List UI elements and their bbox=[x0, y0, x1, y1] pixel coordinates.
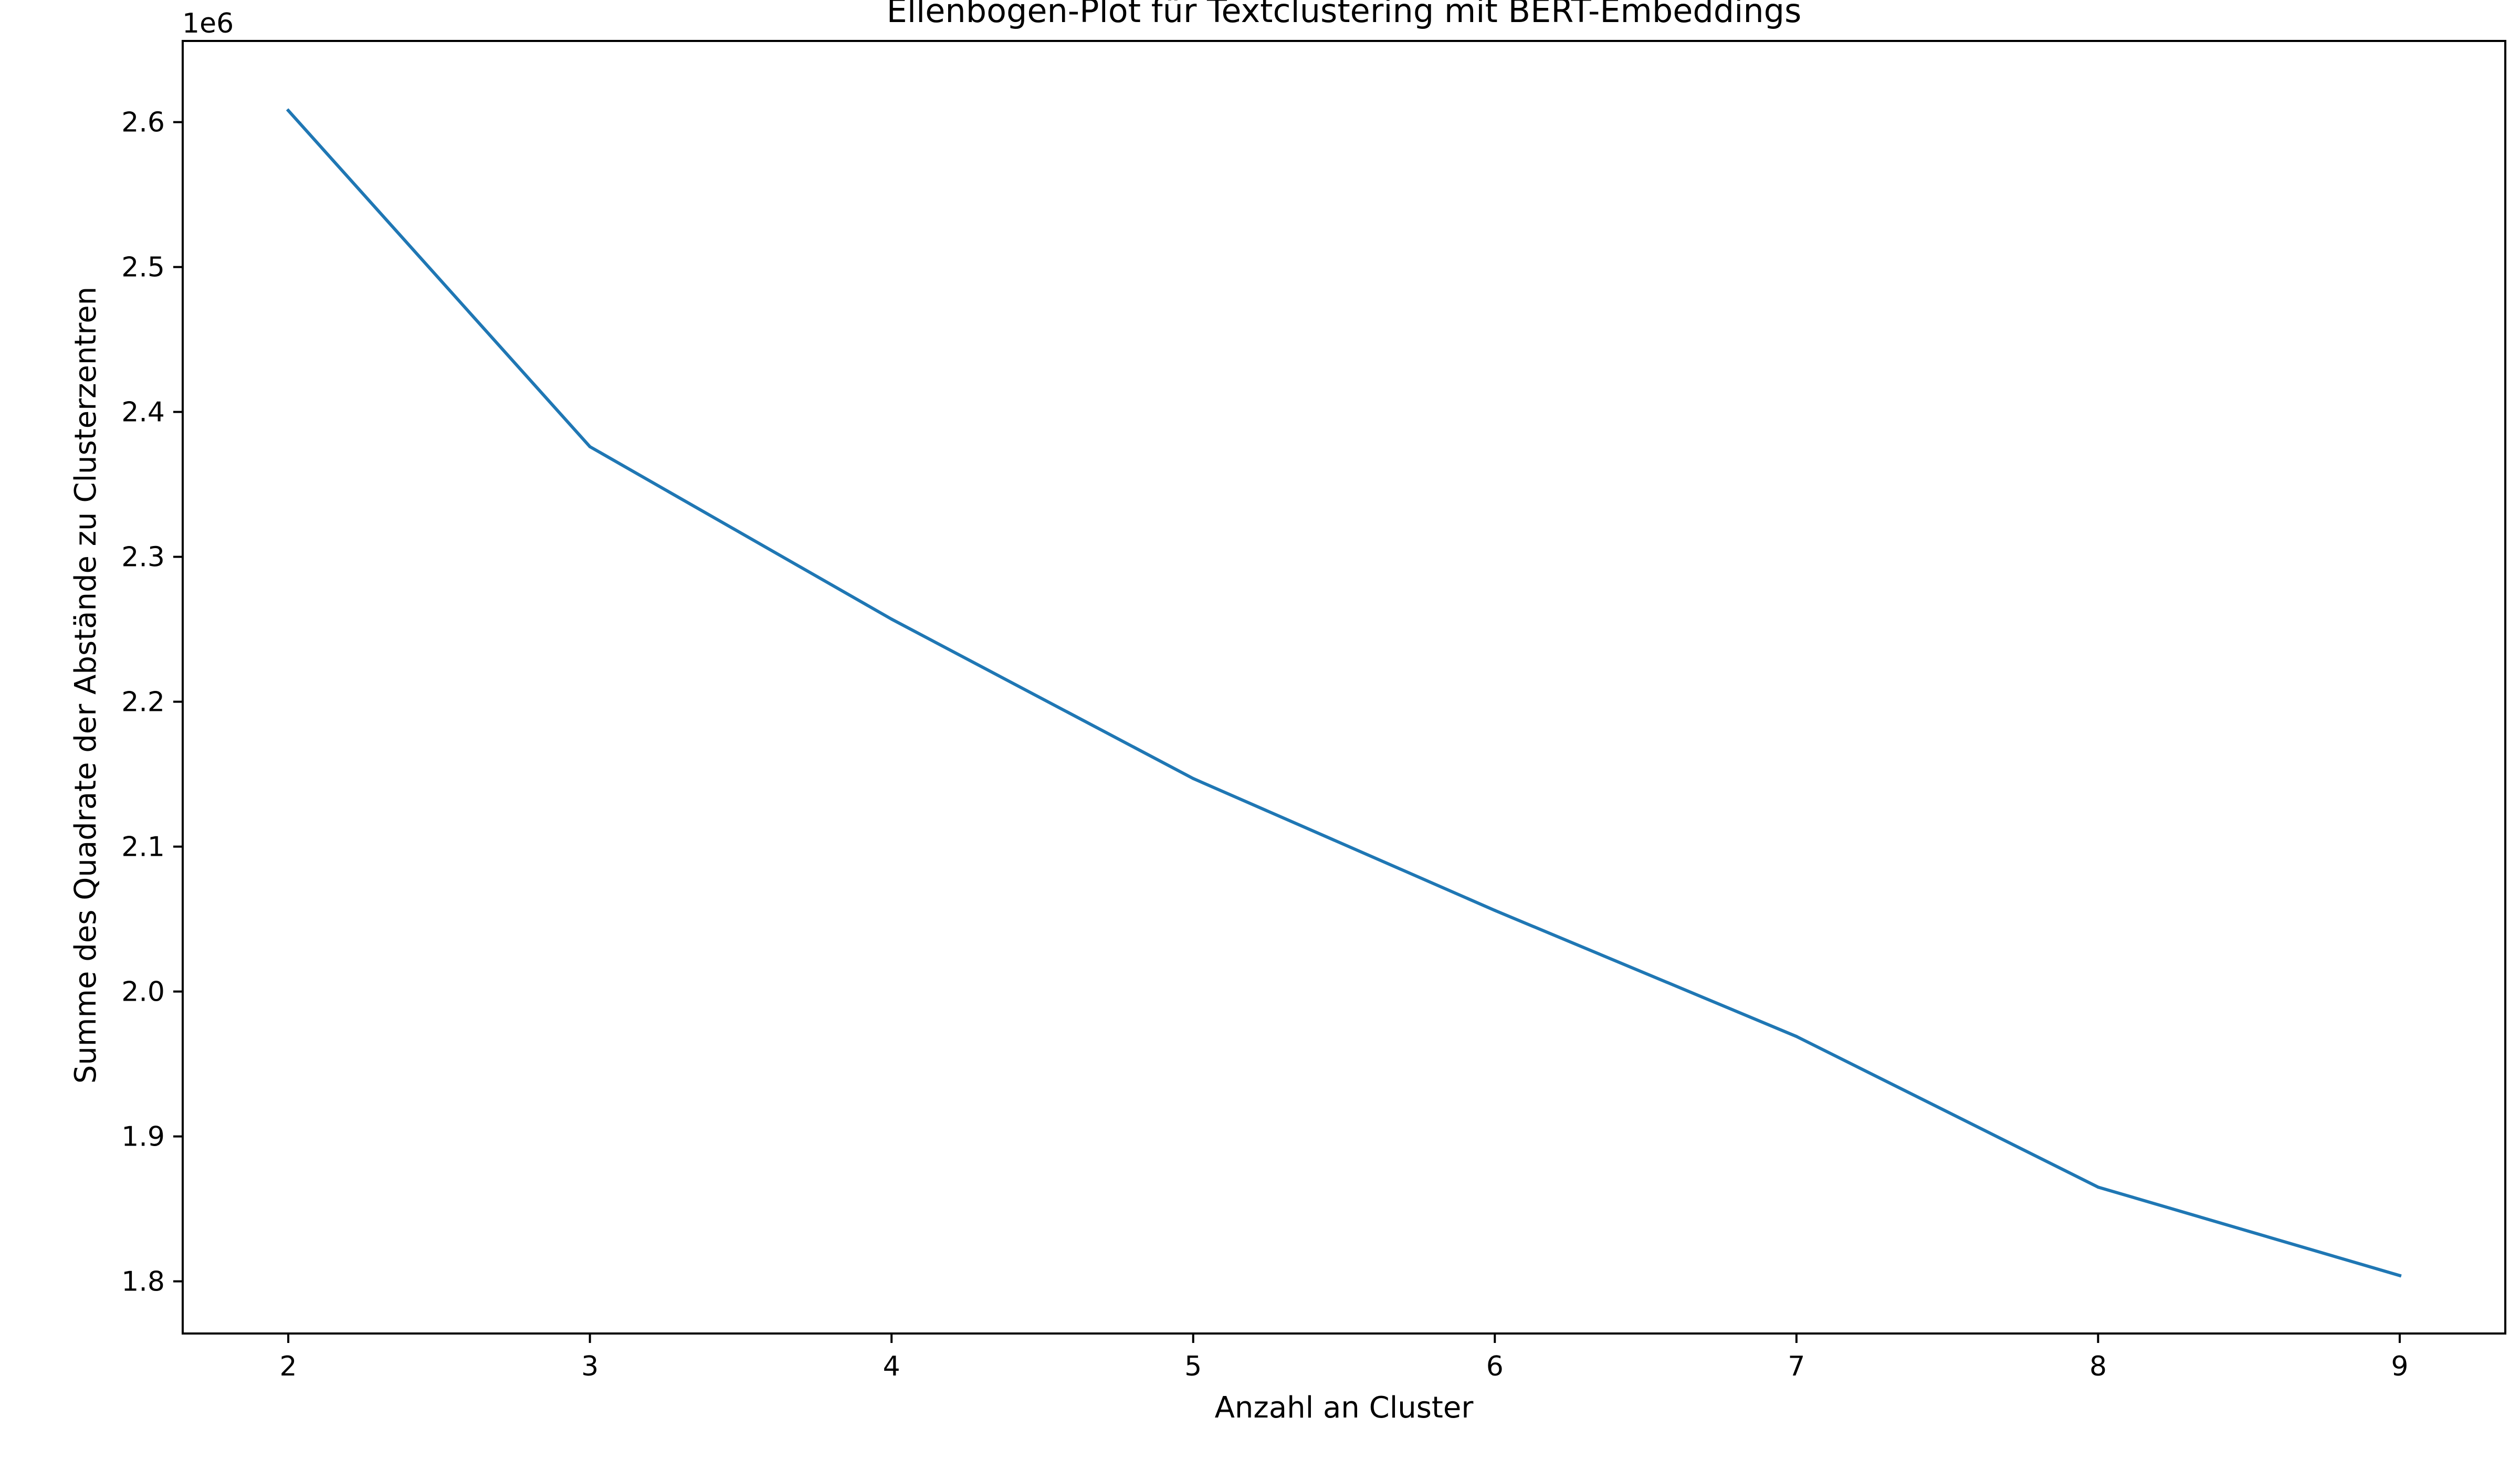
x-tick-label: 6 bbox=[1486, 1351, 1504, 1382]
chart-title: Ellenbogen-Plot für Textclustering mit B… bbox=[887, 0, 1802, 30]
data-point bbox=[1493, 909, 1497, 912]
y-tick-label: 1.8 bbox=[121, 1266, 165, 1298]
y-tick-label: 2.4 bbox=[121, 397, 165, 428]
x-tick-label: 4 bbox=[883, 1351, 900, 1382]
y-tick-label: 1.9 bbox=[121, 1121, 165, 1153]
y-tick-label: 2.2 bbox=[121, 687, 165, 718]
x-axis-label: Anzahl an Cluster bbox=[1215, 1391, 1474, 1425]
data-point bbox=[2096, 1185, 2100, 1189]
y-tick-label: 2.1 bbox=[121, 832, 165, 863]
x-tick-label: 7 bbox=[1788, 1351, 1805, 1382]
data-point bbox=[1191, 776, 1195, 780]
series-points bbox=[287, 109, 2401, 1277]
x-axis-ticks: 2 3 4 5 6 7 8 9 bbox=[280, 1334, 2408, 1382]
y-tick-label: 2.0 bbox=[121, 976, 165, 1008]
data-point bbox=[2398, 1274, 2401, 1277]
data-point bbox=[890, 617, 894, 621]
y-axis-offset-label: 1e6 bbox=[182, 8, 234, 39]
x-tick-label: 5 bbox=[1184, 1351, 1202, 1382]
x-tick-label: 9 bbox=[2391, 1351, 2408, 1382]
y-tick-label: 2.5 bbox=[121, 252, 165, 284]
plot-frame bbox=[182, 40, 2506, 1335]
x-tick-label: 3 bbox=[581, 1351, 598, 1382]
y-axis-label: Summe des Quadrate der Abstände zu Clust… bbox=[69, 287, 103, 1084]
data-point bbox=[1794, 1035, 1798, 1038]
y-axis-ticks: 1.8 1.9 2.0 2.1 2.2 2.3 2.4 2.5 2.6 bbox=[121, 107, 183, 1298]
data-point bbox=[287, 109, 290, 112]
y-tick-label: 2.3 bbox=[121, 542, 165, 573]
series-line-sse bbox=[286, 108, 2402, 1278]
x-tick-label: 2 bbox=[280, 1351, 297, 1382]
x-tick-label: 8 bbox=[2090, 1351, 2107, 1382]
y-tick-label: 2.6 bbox=[121, 107, 165, 139]
data-point bbox=[588, 445, 592, 448]
